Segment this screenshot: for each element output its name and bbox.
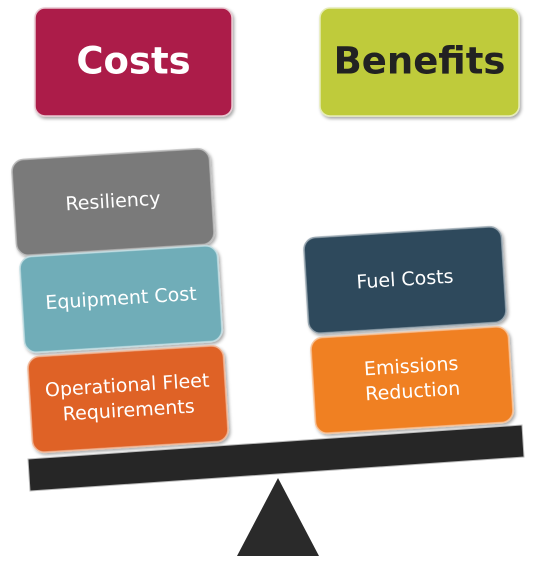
benefits-title: Benefits: [334, 40, 506, 83]
benefits-header: Benefits: [319, 7, 520, 117]
scale-fulcrum: [237, 478, 319, 556]
scale-beam: [27, 424, 525, 492]
benefit-box: Fuel Costs: [303, 226, 507, 334]
costs-header: Costs: [34, 7, 233, 117]
cost-box: Equipment Cost: [19, 245, 223, 353]
cost-box: Operational Fleet Requirements: [27, 345, 229, 453]
cost-box: Resiliency: [11, 148, 215, 256]
benefit-box: Emissions Reduction: [310, 326, 514, 434]
costs-title: Costs: [76, 40, 190, 83]
